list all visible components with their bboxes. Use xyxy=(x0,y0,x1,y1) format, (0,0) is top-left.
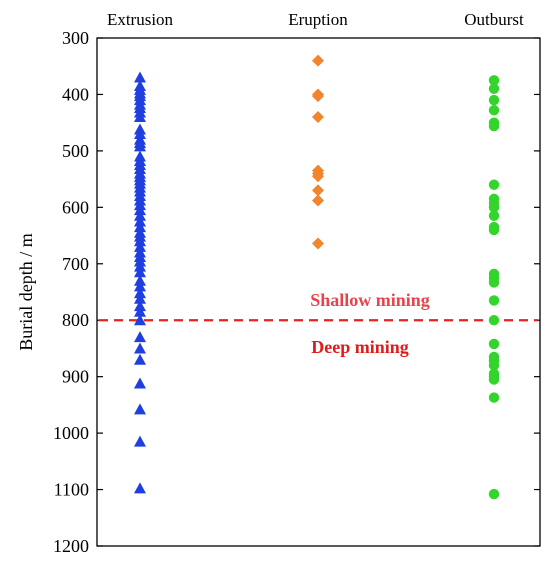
y-tick-label: 1200 xyxy=(53,536,89,556)
category-label-eruption: Eruption xyxy=(288,10,348,29)
eruption-point xyxy=(312,111,324,124)
extrusion-point xyxy=(134,209,146,221)
y-tick-label: 1000 xyxy=(53,423,89,443)
extrusion-point xyxy=(134,140,146,152)
extrusion-point xyxy=(134,292,146,304)
plot-frame xyxy=(96,37,541,547)
extrusion-point xyxy=(134,300,146,312)
outburst-point xyxy=(488,94,500,106)
extrusion-point xyxy=(134,204,146,216)
outburst-point xyxy=(488,295,500,306)
extrusion-point xyxy=(134,235,146,247)
outburst-point xyxy=(488,224,500,236)
extrusion-point xyxy=(134,221,146,233)
outburst-point xyxy=(488,83,500,95)
deep-mining-label: Deep mining xyxy=(311,337,409,357)
extrusion-point xyxy=(134,71,146,83)
y-tick-label: 1100 xyxy=(54,480,89,500)
outburst-point xyxy=(488,75,500,86)
y-tick-label: 500 xyxy=(62,141,89,161)
extrusion-point xyxy=(134,435,146,447)
extrusion-point xyxy=(134,353,146,365)
extrusion-point xyxy=(134,342,146,354)
extrusion-point xyxy=(134,215,146,227)
outburst-point xyxy=(488,392,500,403)
extrusion-point xyxy=(134,287,146,299)
extrusion-point xyxy=(134,377,146,389)
extrusion-point xyxy=(134,280,146,292)
extrusion-point xyxy=(134,111,146,123)
eruption-point xyxy=(312,184,324,197)
extrusion-point xyxy=(134,266,146,278)
eruption-point xyxy=(312,237,324,250)
outburst-point xyxy=(488,105,500,116)
outburst-point xyxy=(488,210,500,221)
eruption-point xyxy=(312,170,324,183)
extrusion-point xyxy=(134,482,146,494)
extrusion-point xyxy=(134,240,146,252)
extrusion-point xyxy=(134,274,146,286)
y-tick-label: 400 xyxy=(62,84,89,104)
extrusion-point xyxy=(134,331,146,343)
outburst-point xyxy=(488,179,500,190)
shallow-mining-label: Shallow mining xyxy=(310,290,430,310)
outburst-point xyxy=(488,202,500,213)
outburst-point xyxy=(488,338,500,350)
extrusion-point xyxy=(134,403,146,415)
outburst-point xyxy=(488,120,500,132)
outburst-point xyxy=(488,315,500,326)
y-tick-label: 900 xyxy=(62,367,89,387)
extrusion-point xyxy=(134,314,146,326)
eruption-point xyxy=(312,54,324,67)
category-label-extrusion: Extrusion xyxy=(107,10,174,29)
y-tick-label: 800 xyxy=(62,310,89,330)
outburst-point xyxy=(488,360,500,371)
y-tick-label: 600 xyxy=(62,197,89,217)
outburst-point xyxy=(488,374,500,385)
y-axis-label: Burial depth / m xyxy=(16,233,36,350)
y-tick-label: 700 xyxy=(62,254,89,274)
extrusion-point xyxy=(134,127,146,139)
extrusion-point xyxy=(134,305,146,317)
y-tick-label: 300 xyxy=(62,28,89,48)
outburst-point xyxy=(488,277,500,288)
eruption-point xyxy=(312,90,324,103)
eruption-point xyxy=(312,194,324,207)
extrusion-point xyxy=(134,260,146,272)
category-label-outburst: Outburst xyxy=(464,10,524,29)
outburst-point xyxy=(488,488,500,500)
